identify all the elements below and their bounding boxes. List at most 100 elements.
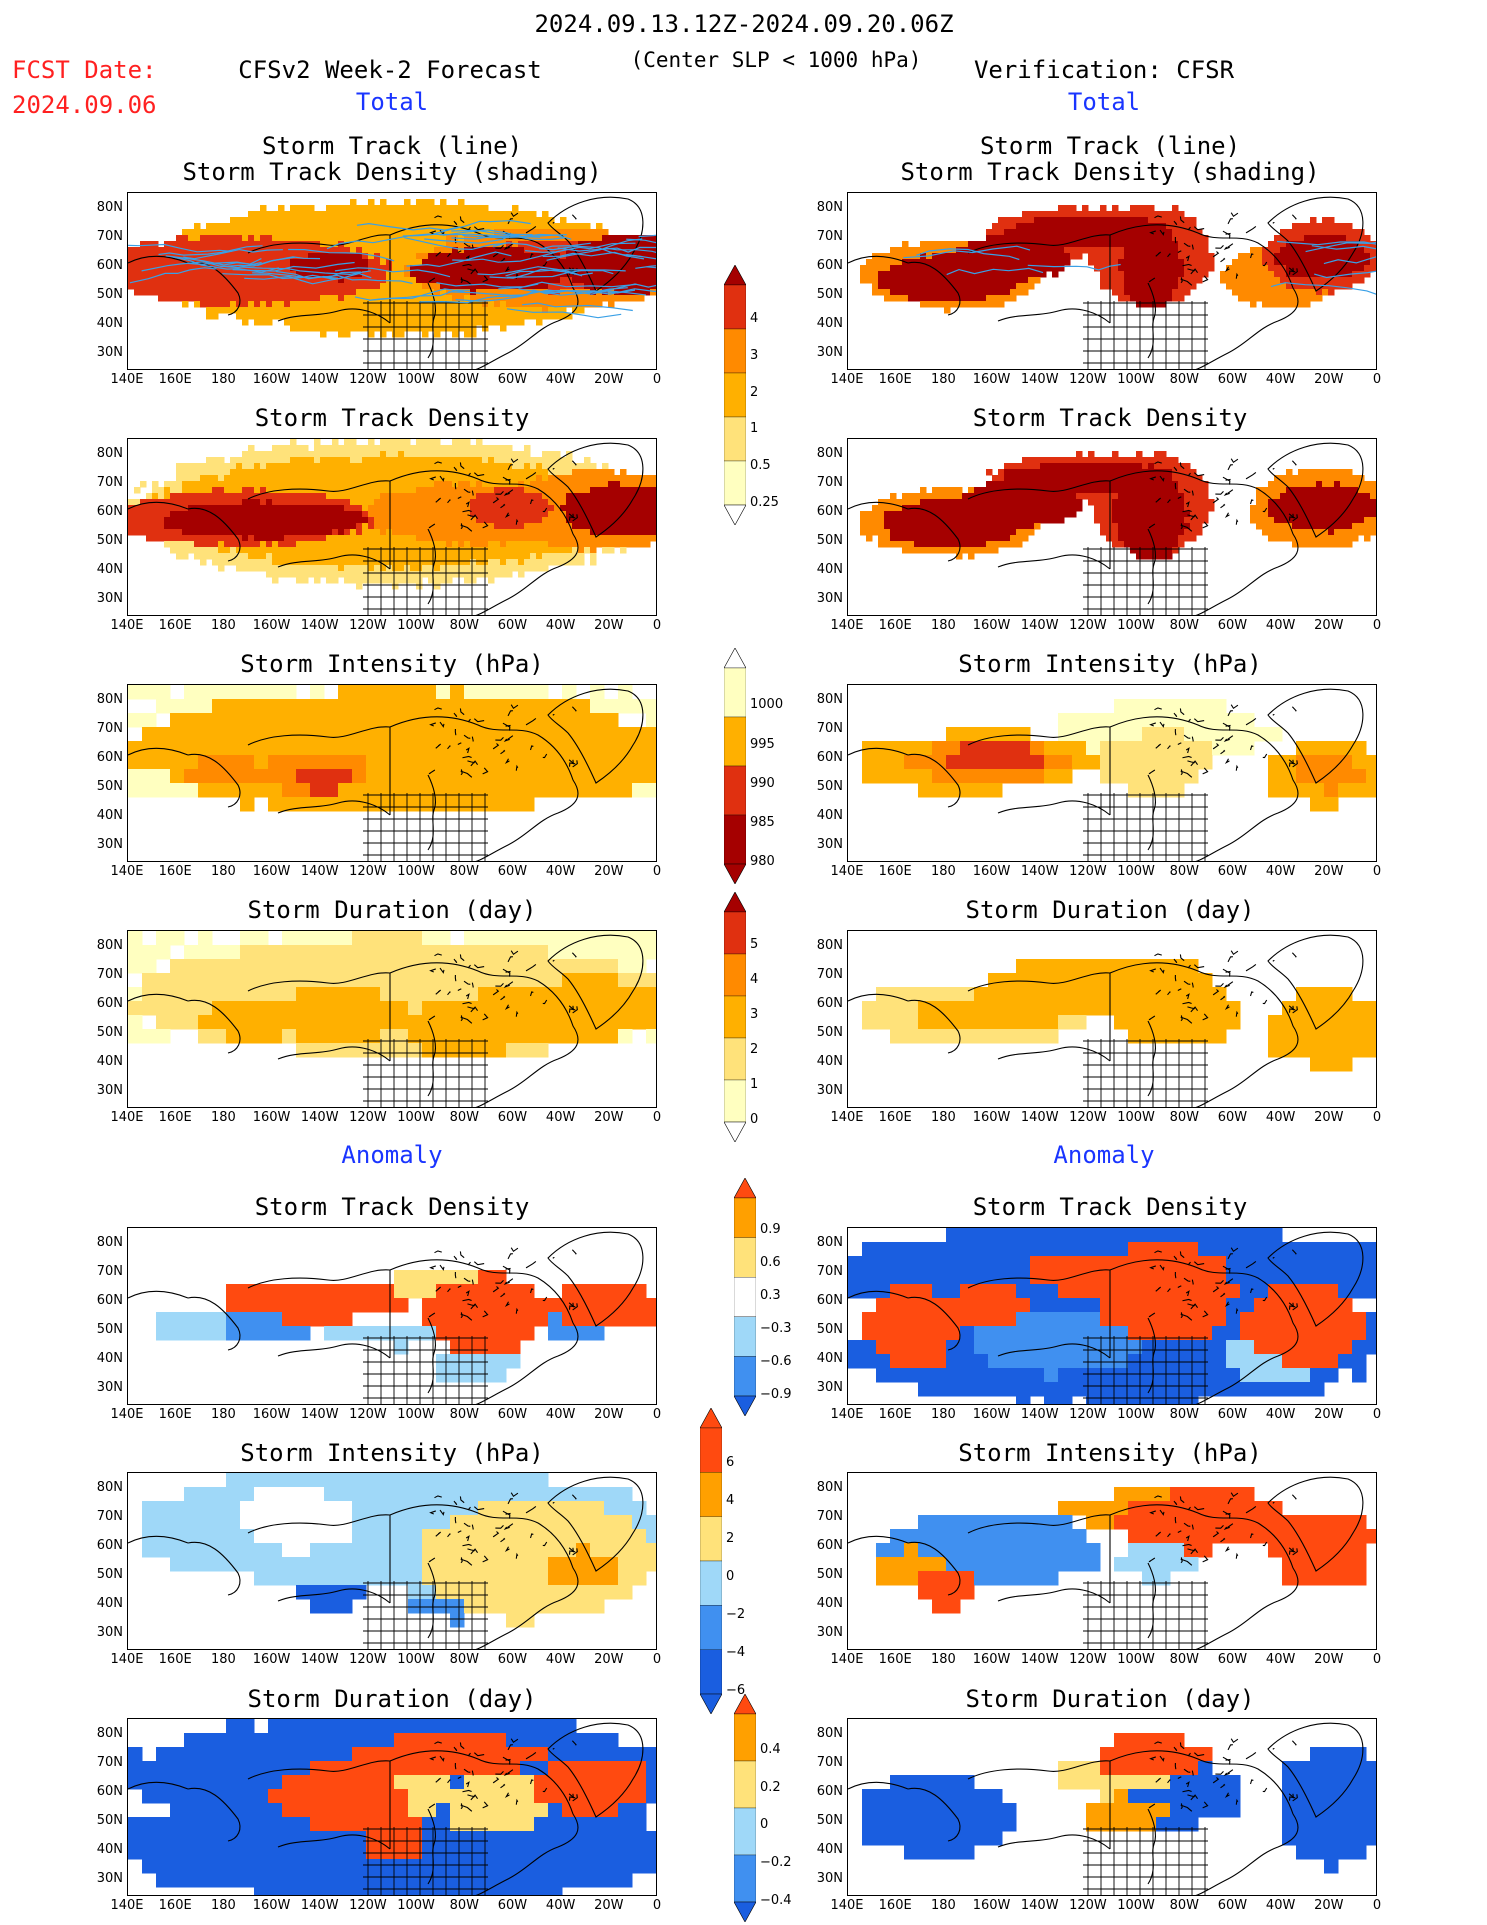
lat-tick-label: 60N bbox=[816, 750, 843, 765]
lon-tick-label: 140E bbox=[110, 1407, 144, 1422]
lon-tick-label: 180 bbox=[930, 1110, 956, 1125]
right-column-title: Verification: CFSR bbox=[973, 56, 1235, 84]
lon-tick-label: 120W bbox=[349, 372, 387, 387]
lat-tick-label: 80N bbox=[816, 692, 843, 707]
lon-tick-label: 0 bbox=[1372, 864, 1382, 879]
lon-tick-label: 100W bbox=[1117, 1110, 1155, 1125]
lat-tick-label: 60N bbox=[816, 1538, 843, 1553]
lat-tick-label: 40N bbox=[816, 1842, 843, 1857]
lon-tick-label: 80W bbox=[1169, 1407, 1199, 1422]
colorbar-tick-label: 0.4 bbox=[760, 1742, 781, 1758]
lon-tick-label: 60W bbox=[1217, 1110, 1248, 1125]
lon-tick-label: 160W bbox=[252, 618, 291, 633]
lon-tick-label: 140E bbox=[110, 1110, 144, 1125]
map-anom-density-forecast bbox=[127, 1227, 657, 1405]
lat-tick-label: 40N bbox=[96, 1842, 123, 1857]
colorbar-tick-label: 5 bbox=[750, 937, 759, 953]
lon-tick-label: 80W bbox=[449, 1110, 479, 1125]
lat-tick-label: 30N bbox=[96, 1871, 123, 1886]
lon-tick-label: 20W bbox=[1314, 1652, 1344, 1667]
lon-tick-label: 20W bbox=[594, 1898, 624, 1913]
lon-tick-label: 120W bbox=[1069, 372, 1107, 387]
lon-tick-label: 20W bbox=[594, 372, 624, 387]
colorbar-tick-label: 0.5 bbox=[750, 458, 771, 474]
lon-tick-label: 0 bbox=[652, 1898, 662, 1913]
lon-tick-label: 40W bbox=[545, 372, 576, 387]
lon-tick-label: 140W bbox=[300, 1110, 339, 1125]
lon-tick-label: 180 bbox=[930, 1407, 956, 1422]
lon-tick-label: 20W bbox=[1314, 1407, 1344, 1422]
lat-tick-label: 70N bbox=[96, 721, 123, 736]
colorbar-tick-label: 995 bbox=[750, 736, 775, 752]
title-anom-intensity-left: Storm Intensity (hPa) bbox=[240, 1439, 544, 1467]
lat-tick-label: 40N bbox=[96, 1596, 123, 1611]
lat-tick-label: 70N bbox=[816, 967, 843, 982]
lat-tick-label: 80N bbox=[96, 446, 123, 461]
lon-tick-label: 80W bbox=[449, 1407, 479, 1422]
lon-tick-label: 100W bbox=[1117, 1652, 1155, 1667]
colorbar-tick-label: −6 bbox=[726, 1682, 746, 1698]
lon-tick-label: 160E bbox=[878, 372, 912, 387]
map-anom-duration-verification bbox=[847, 1718, 1377, 1896]
lat-tick-label: 70N bbox=[816, 229, 843, 244]
lat-tick-label: 60N bbox=[96, 996, 123, 1011]
lon-tick-label: 160E bbox=[158, 1407, 192, 1422]
right-total-label: Total bbox=[1067, 88, 1141, 116]
lon-tick-label: 180 bbox=[210, 1407, 236, 1422]
lon-tick-label: 0 bbox=[1372, 1652, 1382, 1667]
colorbar-tick-label: 2 bbox=[750, 1042, 759, 1058]
lat-tick-label: 60N bbox=[96, 1293, 123, 1308]
lat-tick-label: 60N bbox=[96, 1784, 123, 1799]
lat-tick-label: 80N bbox=[816, 938, 843, 953]
lon-tick-label: 60W bbox=[1217, 372, 1248, 387]
fcst-date-value: 2024.09.06 bbox=[12, 91, 157, 119]
fcst-date-label: FCST Date: bbox=[12, 56, 157, 84]
lon-tick-label: 120W bbox=[1069, 1110, 1107, 1125]
colorbar-tick-label: −0.6 bbox=[760, 1353, 792, 1369]
lat-tick-label: 50N bbox=[96, 287, 123, 302]
map-anom-density-verification bbox=[847, 1227, 1377, 1405]
lon-tick-label: 100W bbox=[1117, 1407, 1155, 1422]
lat-tick-label: 80N bbox=[96, 1726, 123, 1741]
lon-tick-label: 20W bbox=[594, 1407, 624, 1422]
title-track-shading-left: Storm Track Density (shading) bbox=[182, 158, 602, 186]
lat-tick-label: 30N bbox=[96, 591, 123, 606]
title-anom-duration-right: Storm Duration (day) bbox=[965, 1685, 1255, 1713]
lon-tick-label: 140E bbox=[110, 372, 144, 387]
lat-tick-label: 70N bbox=[96, 967, 123, 982]
period-title: 2024.09.13.12Z-2024.09.20.06Z bbox=[534, 10, 954, 38]
lon-tick-label: 160E bbox=[878, 618, 912, 633]
lon-tick-label: 160W bbox=[252, 1407, 291, 1422]
lon-tick-label: 80W bbox=[449, 618, 479, 633]
colorbar-tick-label: 3 bbox=[750, 348, 759, 364]
colorbar-tick-label: 2 bbox=[750, 384, 759, 400]
lon-tick-label: 60W bbox=[497, 1652, 528, 1667]
colorbar-tick-label: 4 bbox=[750, 972, 759, 988]
lat-tick-label: 30N bbox=[816, 1871, 843, 1886]
lon-tick-label: 20W bbox=[1314, 1898, 1344, 1913]
colorbar-anom-duration bbox=[734, 1694, 756, 1922]
lon-tick-label: 140E bbox=[110, 1898, 144, 1913]
lat-tick-label: 80N bbox=[96, 1235, 123, 1250]
lon-tick-label: 80W bbox=[449, 864, 479, 879]
lon-tick-label: 140W bbox=[1020, 1898, 1059, 1913]
lon-tick-label: 140W bbox=[1020, 864, 1059, 879]
lat-tick-label: 80N bbox=[816, 1726, 843, 1741]
lat-tick-label: 50N bbox=[816, 1813, 843, 1828]
lat-tick-label: 50N bbox=[816, 779, 843, 794]
lat-tick-label: 70N bbox=[96, 229, 123, 244]
lat-tick-label: 30N bbox=[816, 1625, 843, 1640]
lat-tick-label: 50N bbox=[96, 1025, 123, 1040]
title-track-line-right: Storm Track (line) bbox=[979, 132, 1241, 160]
lon-tick-label: 180 bbox=[930, 618, 956, 633]
lon-tick-label: 60W bbox=[497, 1110, 528, 1125]
lon-tick-label: 120W bbox=[349, 1652, 387, 1667]
lon-tick-label: 140W bbox=[1020, 1110, 1059, 1125]
lon-tick-label: 60W bbox=[497, 1407, 528, 1422]
lat-tick-label: 70N bbox=[96, 1264, 123, 1279]
lon-tick-label: 160W bbox=[972, 618, 1011, 633]
colorbar-tick-label: −4 bbox=[726, 1644, 746, 1660]
lon-tick-label: 40W bbox=[1265, 372, 1296, 387]
lat-tick-label: 80N bbox=[816, 446, 843, 461]
lon-tick-label: 160W bbox=[252, 864, 291, 879]
